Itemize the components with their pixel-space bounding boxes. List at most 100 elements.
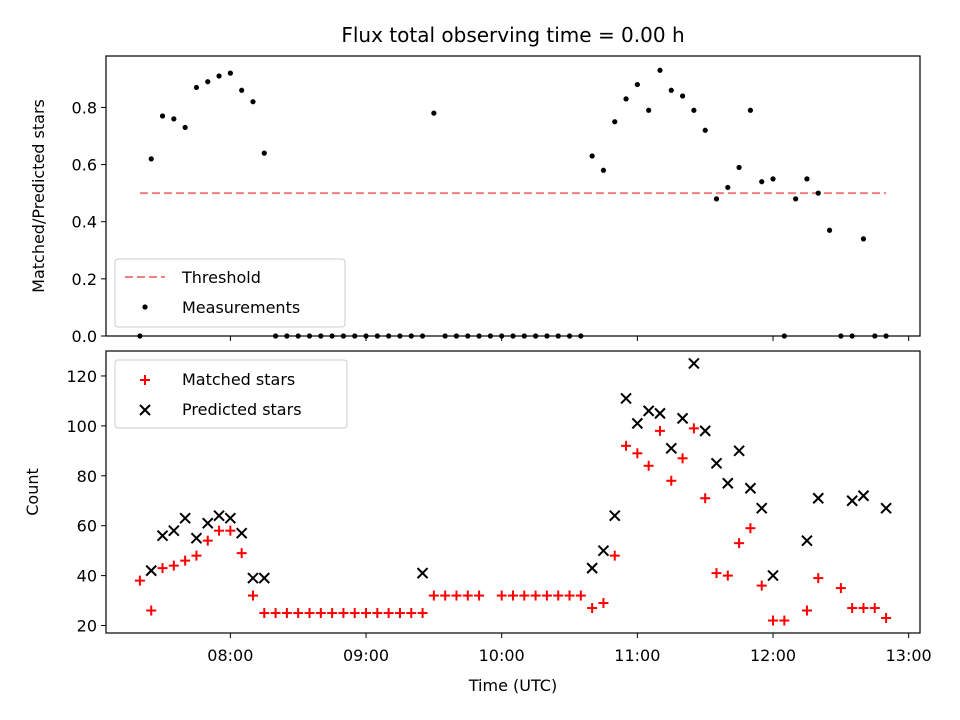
- measurement-point: [691, 107, 697, 113]
- measurement-point: [849, 333, 855, 339]
- predicted-point: [744, 482, 757, 494]
- measurement-point: [589, 153, 595, 159]
- measurement-point: [713, 196, 720, 202]
- measurement-point: [487, 333, 493, 339]
- measurement-point: [216, 73, 222, 79]
- matched-point: [417, 608, 428, 619]
- measurement-point: [826, 227, 833, 233]
- matched-point: [700, 493, 711, 504]
- bottom-marks: [134, 357, 892, 626]
- matched-point: [247, 590, 258, 601]
- matched-point: [621, 440, 632, 451]
- predicted-point: [631, 417, 644, 430]
- measurement-point: [544, 333, 550, 339]
- measurement-point: [623, 96, 629, 102]
- measurement-point: [499, 333, 505, 339]
- matched-point: [225, 525, 236, 536]
- predicted-point: [812, 492, 824, 504]
- bottom-x-ticks: 08:00 09:00 10:00 11:00 12:00 13:00: [207, 633, 932, 665]
- matched-point: [191, 550, 202, 561]
- measurement-point: [352, 333, 358, 339]
- measurement-point: [318, 333, 324, 339]
- y-tick-label: 0.4: [72, 213, 97, 232]
- matched-point: [383, 608, 394, 619]
- measurement-point: [815, 190, 821, 196]
- predicted-point: [586, 562, 598, 574]
- predicted-point: [710, 457, 723, 470]
- measurement-point: [533, 333, 539, 339]
- matched-point: [711, 568, 722, 579]
- x-tick-label: 13:00: [886, 646, 932, 665]
- x-tick-label: 09:00: [343, 646, 389, 665]
- measurement-point: [578, 333, 584, 339]
- measurement-point: [306, 333, 313, 339]
- predicted-point: [676, 412, 689, 425]
- predicted-point: [416, 567, 429, 579]
- measurement-point: [872, 333, 878, 339]
- predicted-point: [235, 527, 248, 539]
- matched-point: [756, 580, 767, 591]
- legend-matched-label: Matched stars: [182, 370, 295, 389]
- measurement-point: [137, 333, 143, 339]
- matched-point: [462, 590, 473, 601]
- matched-point: [259, 608, 270, 619]
- top-y-axis-label: Matched/Predicted stars: [29, 99, 48, 293]
- y-tick-label: 0.0: [72, 327, 97, 346]
- measurement-point: [781, 333, 787, 339]
- predicted-point: [202, 517, 214, 529]
- predicted-point: [665, 442, 677, 455]
- measurement-point: [431, 110, 437, 116]
- y-tick-label: 20: [77, 617, 97, 636]
- matched-point: [643, 460, 654, 471]
- legend-measurements-label: Measurements: [182, 298, 300, 317]
- matched-point: [541, 590, 552, 601]
- legend-predicted-label: Predicted stars: [182, 400, 302, 419]
- matched-point: [801, 605, 812, 616]
- predicted-point: [620, 392, 632, 405]
- x-tick-label: 08:00: [207, 646, 253, 665]
- matched-point: [338, 608, 349, 619]
- matched-point: [134, 575, 145, 586]
- matched-point: [847, 603, 858, 614]
- predicted-point: [258, 572, 270, 584]
- matched-point: [575, 590, 586, 601]
- legend-matched-marker: [140, 375, 150, 385]
- legend-threshold-label: Threshold: [181, 268, 261, 287]
- measurement-point: [239, 87, 245, 93]
- measurement-point: [770, 176, 776, 182]
- matched-point: [632, 448, 643, 459]
- predicted-point: [699, 425, 711, 437]
- predicted-point: [642, 405, 655, 417]
- measurement-point: [397, 333, 403, 339]
- y-tick-label: 100: [66, 417, 97, 436]
- y-tick-label: 40: [77, 567, 97, 586]
- matched-point: [474, 590, 485, 601]
- bottom-panel: 08:00 09:00 10:00 11:00 12:00 13:00 20 40 60 80 1…: [23, 350, 932, 695]
- predicted-point: [190, 532, 203, 544]
- measurement-point: [182, 124, 188, 131]
- predicted-point: [247, 572, 259, 584]
- measurement-point: [612, 119, 618, 125]
- measurement-point: [566, 333, 573, 339]
- bottom-panel-frame: [105, 350, 921, 634]
- matched-point: [327, 608, 338, 619]
- measurement-point: [329, 333, 335, 339]
- predicted-point: [156, 529, 169, 542]
- matched-point: [349, 608, 360, 619]
- matched-point: [609, 550, 620, 561]
- matched-point: [654, 425, 665, 436]
- matched-point: [440, 590, 451, 601]
- measurement-point: [193, 84, 200, 91]
- predicted-point: [722, 477, 734, 489]
- matched-point: [168, 560, 179, 571]
- predicted-point: [880, 502, 892, 514]
- measurement-point: [476, 333, 482, 339]
- bottom-legend: Matched stars Predicted stars: [114, 359, 348, 429]
- measurement-point: [408, 333, 414, 339]
- predicted-point: [597, 544, 610, 557]
- matched-point: [587, 603, 598, 614]
- y-tick-label: 80: [77, 467, 97, 486]
- matched-point: [304, 608, 315, 619]
- top-y-ticks: 0.0 0.2 0.4 0.6 0.8: [72, 98, 106, 346]
- legend-measurements-swatch: [142, 304, 148, 310]
